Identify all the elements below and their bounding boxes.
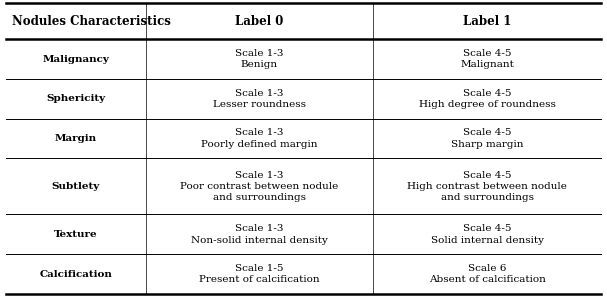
Text: Scale 1-3
Poorly defined margin: Scale 1-3 Poorly defined margin <box>202 128 317 149</box>
Text: Scale 1-3
Poor contrast between nodule
and surroundings: Scale 1-3 Poor contrast between nodule a… <box>180 170 339 203</box>
Text: Sphericity: Sphericity <box>46 94 106 103</box>
Text: Scale 4-5
Malignant: Scale 4-5 Malignant <box>460 49 514 69</box>
Text: Label 1: Label 1 <box>463 15 511 28</box>
Text: Scale 1-5
Present of calcification: Scale 1-5 Present of calcification <box>199 264 320 284</box>
Text: Scale 1-3
Lesser roundness: Scale 1-3 Lesser roundness <box>213 89 306 109</box>
Text: Texture: Texture <box>54 230 98 239</box>
Text: Scale 4-5
High degree of roundness: Scale 4-5 High degree of roundness <box>419 89 555 109</box>
Text: Scale 1-3
Benign: Scale 1-3 Benign <box>236 49 283 69</box>
Text: Calcification: Calcification <box>39 270 112 279</box>
Text: Scale 4-5
Sharp margin: Scale 4-5 Sharp margin <box>451 128 523 149</box>
Text: Nodules Characteristics: Nodules Characteristics <box>12 15 171 28</box>
Text: Scale 1-3
Non-solid internal density: Scale 1-3 Non-solid internal density <box>191 224 328 245</box>
Text: Malignancy: Malignancy <box>42 55 109 64</box>
Text: Margin: Margin <box>55 134 97 143</box>
Text: Subtlety: Subtlety <box>52 182 100 191</box>
Text: Scale 4-5
High contrast between nodule
and surroundings: Scale 4-5 High contrast between nodule a… <box>407 170 567 203</box>
Text: Scale 4-5
Solid internal density: Scale 4-5 Solid internal density <box>430 224 543 245</box>
Text: Label 0: Label 0 <box>236 15 283 28</box>
Text: Scale 6
Absent of calcification: Scale 6 Absent of calcification <box>429 264 546 284</box>
